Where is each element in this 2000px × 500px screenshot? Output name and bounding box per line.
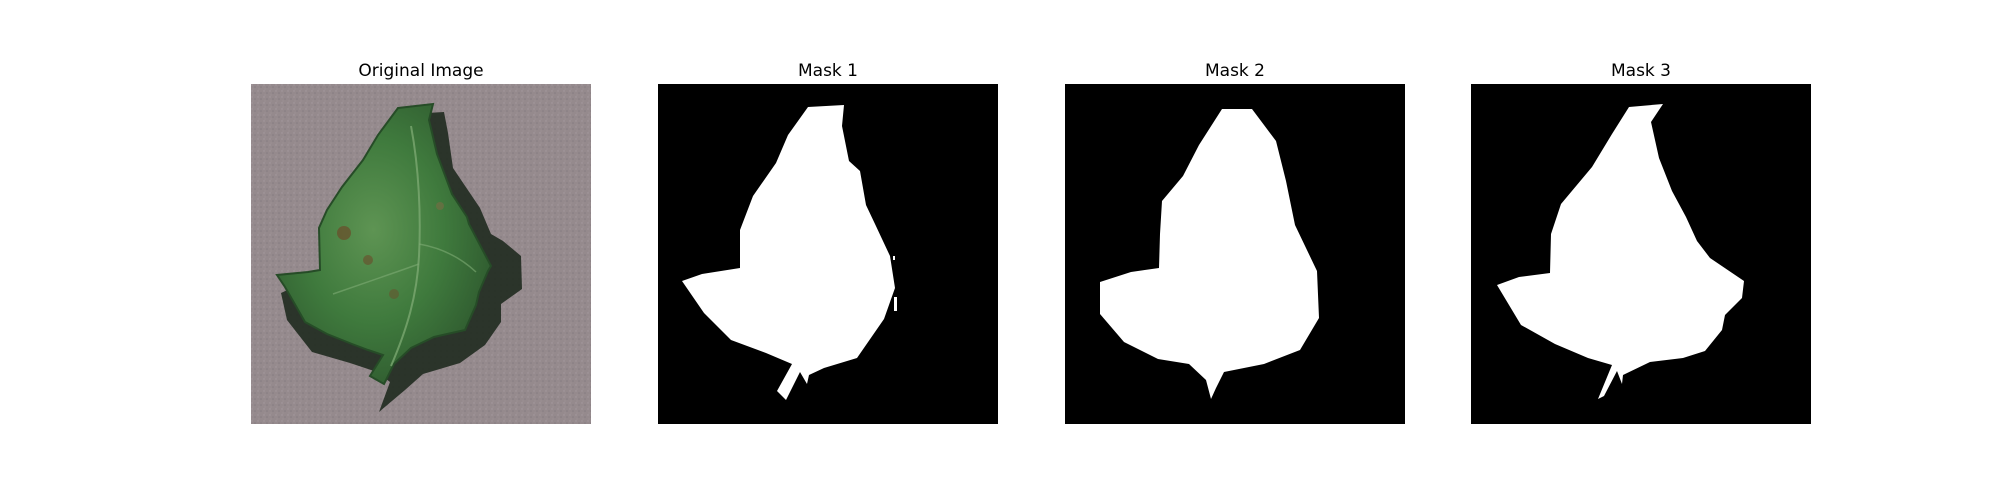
mask-3-panel: Mask 3 [1471, 58, 1811, 424]
mask-1-image [658, 84, 998, 424]
mask-3-image [1471, 84, 1811, 424]
mask-region [1100, 109, 1319, 399]
mask-2-panel: Mask 2 [1065, 58, 1405, 424]
panel-title: Mask 2 [1204, 61, 1265, 81]
leaf-vein-right [418, 243, 477, 273]
leaf-vein-left [332, 263, 420, 295]
leaf-spot [436, 202, 444, 210]
mask-2-image [1065, 84, 1405, 424]
mask-1-panel: Mask 1 [658, 58, 998, 424]
leaf-vein-main [390, 125, 421, 367]
mask-speck [893, 256, 895, 260]
original-image-panel: Original Image [251, 58, 591, 424]
mask-speck [894, 297, 897, 311]
panel-title: Mask 3 [1610, 61, 1671, 81]
leaf-spot [337, 226, 351, 240]
original-leaf-image [251, 84, 591, 424]
mask-region [1497, 104, 1744, 399]
mask-speck [854, 178, 856, 184]
leaf-spot [389, 289, 399, 299]
leaf [275, 102, 493, 386]
panel-title: Original Image [358, 61, 484, 81]
mask-region [682, 105, 895, 400]
panel-title: Mask 1 [797, 61, 858, 81]
leaf-spot [363, 255, 373, 265]
